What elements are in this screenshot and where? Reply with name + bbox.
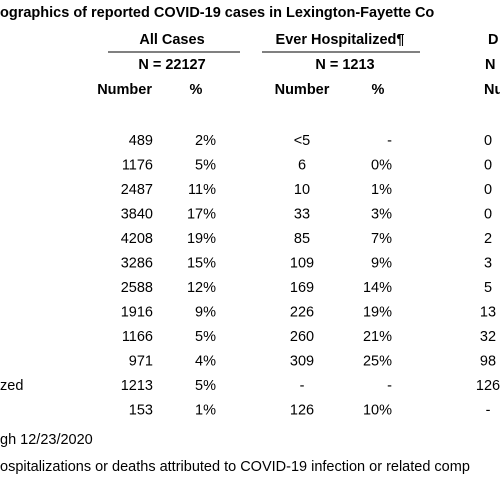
group-header: D <box>488 32 498 48</box>
table-cell: 5% <box>195 157 216 173</box>
table-cell: 9% <box>371 255 392 271</box>
table-cell: 109 <box>290 255 314 271</box>
column-header: Number <box>275 82 330 98</box>
table-cell: 5% <box>195 378 216 394</box>
table-cell: 7% <box>371 231 392 247</box>
table-cell: 3% <box>371 206 392 222</box>
table-cell: 126 <box>476 378 500 394</box>
table-cell: 0 <box>484 157 492 173</box>
column-header: % <box>190 82 203 98</box>
table-cell: 0% <box>371 157 392 173</box>
table-cell: 9% <box>195 304 216 320</box>
table-cell: 1% <box>195 402 216 418</box>
row-label: zed <box>0 378 23 394</box>
table-cell: 21% <box>363 329 392 345</box>
table-cell: 17% <box>187 206 216 222</box>
column-header: Number <box>97 82 152 98</box>
table-cell: 1916 <box>121 304 153 320</box>
table-cell: 32 <box>480 329 496 345</box>
table-cell: 309 <box>290 353 314 369</box>
table-cell: 14% <box>363 280 392 296</box>
table-cell: - <box>387 133 392 149</box>
table-cell: 1% <box>371 182 392 198</box>
table-cell: - <box>300 378 305 394</box>
table-cell: 10% <box>363 402 392 418</box>
table-cell: 11% <box>188 182 216 198</box>
table-cell: 33 <box>294 206 310 222</box>
table-cell: 6 <box>298 157 306 173</box>
table-cell: - <box>486 402 491 418</box>
table-cell: 13 <box>480 304 496 320</box>
table-cell: 1213 <box>121 378 153 394</box>
group-header: All Cases <box>139 32 204 48</box>
table-cell: 5% <box>195 329 216 345</box>
group-count: N = 22127 <box>138 57 205 73</box>
table-cell: 4% <box>195 353 216 369</box>
table-cell: 25% <box>363 353 392 369</box>
table-title: ographics of reported COVID-19 cases in … <box>0 5 434 21</box>
table-cell: 0 <box>484 206 492 222</box>
table-cell: 5 <box>484 280 492 296</box>
column-header: Numb <box>484 82 500 98</box>
table-cell: 489 <box>129 133 153 149</box>
table-cell: 10 <box>294 182 310 198</box>
table-cell: 19% <box>187 231 216 247</box>
table-cell: 0 <box>484 182 492 198</box>
table-cell: 226 <box>290 304 314 320</box>
table-cell: 85 <box>294 231 310 247</box>
table-cell: 2487 <box>121 182 153 198</box>
table-cell: 126 <box>290 402 314 418</box>
group-count: N <box>485 57 495 73</box>
table-cell: 15% <box>187 255 216 271</box>
table-cell: 2 <box>484 231 492 247</box>
footnote: gh 12/23/2020 <box>0 432 93 448</box>
footnote: ospitalizations or deaths attributed to … <box>0 459 470 475</box>
table-cell: 260 <box>290 329 314 345</box>
table-cell: 4208 <box>121 231 153 247</box>
group-count: N = 1213 <box>315 57 374 73</box>
table-cell: 169 <box>290 280 314 296</box>
table-cell: 3840 <box>121 206 153 222</box>
table-cell: 0 <box>484 133 492 149</box>
column-header: % <box>372 82 385 98</box>
table-cell: 19% <box>363 304 392 320</box>
table-cell: 98 <box>480 353 496 369</box>
table-cell: 3 <box>484 255 492 271</box>
table-cell: <5 <box>294 133 311 149</box>
table-cell: 2588 <box>121 280 153 296</box>
table-cell: 12% <box>187 280 216 296</box>
group-header: Ever Hospitalized¶ <box>276 32 405 48</box>
table-cell: 2% <box>195 133 216 149</box>
table-cell: 3286 <box>121 255 153 271</box>
table-cell: 153 <box>129 402 153 418</box>
table-cell: 971 <box>129 353 153 369</box>
table-cell: 1176 <box>122 157 153 173</box>
table-cell: - <box>387 378 392 394</box>
table-cell: 1166 <box>122 329 153 345</box>
